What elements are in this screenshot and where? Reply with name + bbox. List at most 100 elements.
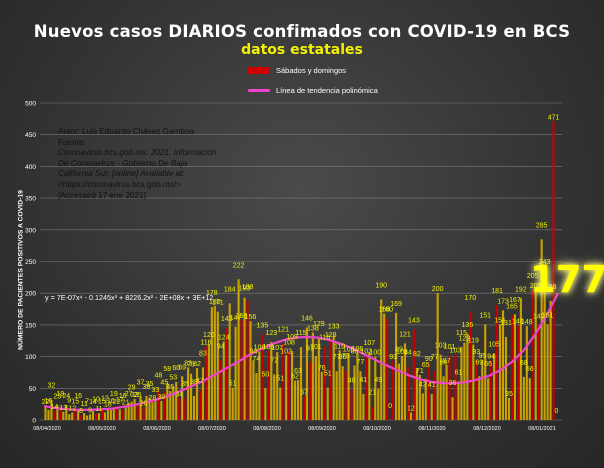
data-label: 37	[300, 390, 308, 397]
data-label: 82	[193, 361, 201, 368]
weekend-bar	[121, 409, 124, 420]
data-label: 89	[395, 347, 403, 354]
daily-bar	[484, 324, 487, 420]
weekend-bar	[267, 350, 270, 420]
data-label: 8	[79, 408, 83, 415]
data-label: 138	[307, 326, 319, 333]
data-label: 102	[280, 348, 292, 355]
data-label: 90	[425, 356, 433, 363]
y-tick-label: 50	[29, 386, 37, 393]
data-label: 116	[319, 334, 330, 341]
data-label: 193	[239, 286, 251, 293]
data-label: 471	[548, 114, 560, 121]
data-label: 149	[512, 319, 524, 326]
data-label: 115	[456, 330, 467, 337]
weekend-bar	[246, 300, 249, 420]
daily-bar	[522, 376, 525, 420]
weekend-bar	[475, 361, 478, 420]
data-label: 13	[59, 405, 67, 412]
y-tick-label: 500	[25, 101, 36, 108]
data-label: 156	[245, 314, 257, 321]
daily-bar	[118, 409, 121, 420]
data-label: 36	[449, 380, 457, 387]
data-label: 16	[107, 398, 115, 405]
weekend-bar	[219, 360, 222, 420]
data-label: 165	[506, 303, 518, 310]
y-tick-label: 150	[25, 322, 36, 329]
y-tick-label: 450	[25, 132, 36, 139]
x-tick-label: 08/08/2020	[253, 426, 281, 432]
daily-bar	[264, 388, 267, 420]
data-label: 28	[149, 395, 157, 402]
data-label: 37	[137, 380, 145, 387]
daily-bar	[299, 347, 303, 420]
y-tick-label: 350	[25, 196, 36, 203]
data-label: 7	[85, 399, 89, 406]
data-label: 147	[230, 315, 242, 322]
daily-bar	[127, 402, 130, 420]
daily-bar	[234, 326, 237, 420]
trendline-equation: y = 7E-07x⁴ - 0.1245x³ + 8226.2x² - 2E+0…	[45, 293, 214, 302]
daily-bar	[445, 364, 448, 420]
daily-bar	[293, 380, 297, 420]
daily-bar	[332, 335, 335, 420]
data-label: 108	[254, 345, 266, 352]
daily-bar	[424, 378, 427, 420]
weekend-bar	[225, 328, 228, 420]
data-label: 69	[178, 364, 186, 371]
data-label: 11	[80, 401, 87, 408]
data-label: 21	[368, 390, 376, 397]
data-label: 83	[184, 360, 192, 367]
data-label: 14	[89, 399, 97, 406]
daily-bar	[421, 393, 424, 420]
daily-bar	[201, 367, 205, 420]
weekend-bar	[371, 406, 374, 420]
data-label: 21	[122, 400, 130, 407]
data-label: 15	[98, 398, 106, 405]
source-line: <https://coronavirus.bcs.gob.mx/>	[58, 179, 181, 189]
source-line: California Sur. [online] Available at:	[58, 169, 185, 179]
data-label: 0	[555, 408, 559, 415]
weekend-bar	[53, 411, 56, 420]
daily-bar	[519, 298, 522, 420]
data-label: 63	[294, 368, 302, 375]
daily-bar	[513, 314, 516, 420]
daily-bar	[50, 399, 53, 420]
data-label: 136	[462, 322, 474, 329]
daily-bar	[534, 290, 537, 420]
data-label: 168	[378, 306, 390, 313]
x-tick-label: 08/11/2020	[418, 426, 445, 432]
daily-bar	[362, 394, 365, 420]
legend-label-trend: Línea de tendencia polinómica	[276, 85, 378, 95]
data-label: 121	[277, 326, 289, 333]
data-label: 49	[374, 377, 382, 384]
weekend-bar	[157, 389, 160, 420]
data-label: 20	[140, 400, 148, 407]
weekend-bar	[365, 355, 368, 420]
y-axis-label: NÚMERO DE PACIENTES POSITIVOS A COVID-19	[17, 190, 25, 350]
data-label: 33	[152, 387, 160, 394]
data-label: 10	[92, 397, 100, 404]
daily-bar	[172, 386, 175, 420]
weekend-bar	[469, 312, 472, 420]
x-tick-label: 08/04/2020	[33, 426, 61, 432]
data-label: 173	[497, 298, 509, 305]
data-label: 12	[101, 395, 109, 402]
daily-bar	[175, 381, 178, 420]
data-label: 169	[390, 301, 402, 308]
x-tick-label: 08/09/2020	[308, 426, 336, 432]
data-label: 76	[318, 365, 326, 372]
source-line: Autor: Luis Eduardo Chávez Gamboa	[58, 127, 195, 136]
y-tick-label: 0	[32, 418, 36, 425]
daily-bar	[65, 404, 68, 420]
data-label: 94	[487, 353, 495, 360]
daily-bar	[276, 352, 279, 420]
daily-bar	[409, 412, 413, 420]
data-label: 151	[479, 312, 491, 319]
data-label: 35	[181, 381, 189, 388]
weekend-bar	[433, 371, 436, 420]
daily-bar	[481, 359, 484, 420]
daily-bar	[296, 380, 300, 420]
data-label: 46	[166, 384, 174, 391]
